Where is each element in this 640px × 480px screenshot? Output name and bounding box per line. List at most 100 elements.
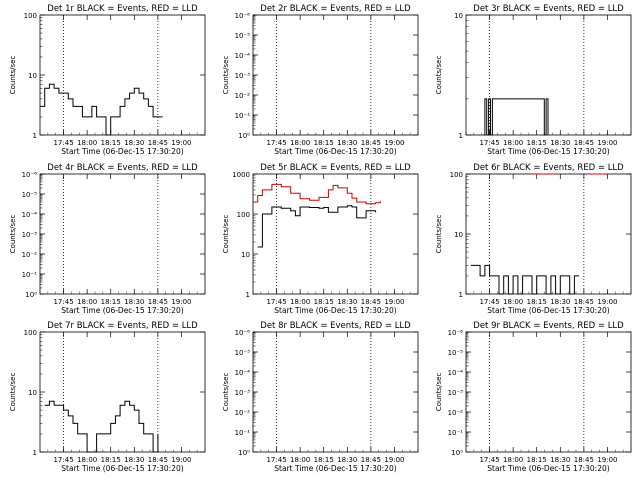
- x-tick-label: 18:45: [574, 456, 594, 464]
- x-tick-label: 18:15: [314, 298, 334, 306]
- detector-panel-5: Det 5r BLACK = Events, RED = LLD Counts/s…: [222, 163, 419, 315]
- y-tick-label: 10: [454, 12, 463, 20]
- y-tick-label: 10⁻⁶: [448, 329, 464, 337]
- x-tick-label: 18:45: [574, 298, 594, 306]
- x-axis-label: Start Time (06-Dec-15 17:30:20): [274, 464, 396, 473]
- x-tick-label: 19:00: [384, 298, 404, 306]
- y-tick-label: 10⁻⁴: [235, 52, 251, 60]
- plot-frame: [39, 173, 206, 295]
- panel-title: Det 1r BLACK = Events, RED = LLD: [47, 4, 198, 14]
- y-tick-label: 10⁻⁵: [448, 349, 464, 357]
- y-axis-label: Counts/sec: [222, 215, 230, 254]
- detector-panel-3: Det 3r BLACK = Events, RED = LLD Counts/s…: [435, 4, 632, 156]
- y-tick-label: 100: [24, 329, 37, 337]
- x-tick-label: 19:00: [597, 298, 617, 306]
- x-tick-label: 18:00: [503, 298, 523, 306]
- series-line-1: [483, 98, 549, 136]
- y-tick-label: 10⁻¹: [22, 271, 38, 279]
- y-tick-label: 1: [33, 449, 37, 457]
- panel-title: Det 2r BLACK = Events, RED = LLD: [260, 4, 411, 14]
- y-tick-label: 10⁻²: [235, 409, 251, 417]
- x-tick-label: 17:45: [479, 456, 499, 464]
- y-tick-label: 100: [237, 211, 250, 219]
- y-tick-label: 1000: [232, 171, 250, 179]
- x-tick-label: 17:45: [53, 139, 73, 147]
- y-tick-label: 10⁻⁴: [448, 369, 464, 377]
- x-axis-label: Start Time (06-Dec-15 17:30:20): [274, 306, 396, 315]
- x-axis-label: Start Time (06-Dec-15 17:30:20): [274, 147, 396, 156]
- x-tick-label: 18:30: [337, 456, 357, 464]
- x-tick-label: 18:30: [124, 298, 144, 306]
- x-tick-label: 18:00: [77, 139, 97, 147]
- y-axis-label: Counts/sec: [435, 56, 443, 95]
- x-tick-label: 18:15: [314, 456, 334, 464]
- x-tick-label: 18:00: [290, 456, 310, 464]
- y-tick-label: 10: [28, 72, 37, 80]
- plot-frame: [39, 14, 206, 136]
- y-tick-label: 10⁻¹: [235, 112, 251, 120]
- y-axis-label: Counts/sec: [9, 373, 17, 412]
- y-tick-label: 10: [454, 231, 463, 239]
- y-tick-label: 10: [28, 389, 37, 397]
- y-tick-label: 10⁻¹: [235, 429, 251, 437]
- plot-frame: [252, 14, 419, 136]
- panel-title: Det 5r BLACK = Events, RED = LLD: [260, 163, 411, 173]
- x-axis-label: Start Time (06-Dec-15 17:30:20): [487, 306, 609, 315]
- y-tick-label: 10⁻¹: [448, 429, 464, 437]
- x-tick-label: 18:30: [550, 139, 570, 147]
- x-tick-label: 18:15: [101, 298, 121, 306]
- x-tick-label: 18:45: [148, 456, 168, 464]
- y-tick-label: 10⁻⁵: [235, 32, 251, 40]
- y-tick-label: 1: [459, 291, 463, 299]
- y-tick-label: 10⁻³: [448, 389, 464, 397]
- x-tick-label: 18:00: [503, 456, 523, 464]
- series-line-1: [257, 205, 377, 248]
- x-tick-label: 18:15: [101, 456, 121, 464]
- x-tick-label: 19:00: [171, 298, 191, 306]
- x-tick-label: 18:45: [361, 298, 381, 306]
- y-tick-label: 10⁰: [238, 132, 250, 140]
- x-axis-label: Start Time (06-Dec-15 17:30:20): [487, 147, 609, 156]
- detector-panel-6: Det 6r BLACK = Events, RED = LLD Counts/s…: [435, 163, 632, 315]
- x-tick-label: 18:00: [503, 139, 523, 147]
- detector-panel-4: Det 4r BLACK = Events, RED = LLD Counts/s…: [9, 163, 206, 315]
- x-tick-label: 18:15: [527, 456, 547, 464]
- x-tick-label: 18:30: [550, 298, 570, 306]
- y-tick-label: 1: [33, 132, 37, 140]
- y-tick-label: 10⁻³: [235, 72, 251, 80]
- series-line-1: [470, 264, 580, 295]
- x-axis-label: Start Time (06-Dec-15 17:30:20): [487, 464, 609, 473]
- x-tick-label: 18:30: [124, 456, 144, 464]
- x-tick-label: 17:45: [53, 456, 73, 464]
- y-tick-label: 10⁻⁵: [235, 349, 251, 357]
- x-tick-label: 19:00: [171, 456, 191, 464]
- y-tick-label: 10⁻⁶: [235, 329, 251, 337]
- y-tick-label: 1: [246, 291, 250, 299]
- x-tick-label: 18:45: [574, 139, 594, 147]
- x-tick-label: 17:45: [479, 298, 499, 306]
- y-tick-label: 10⁻⁶: [22, 171, 38, 179]
- y-tick-label: 10⁻⁴: [22, 211, 38, 219]
- x-tick-label: 17:45: [53, 298, 73, 306]
- series-line-1: [44, 400, 159, 453]
- x-tick-label: 18:00: [77, 298, 97, 306]
- panel-title: Det 6r BLACK = Events, RED = LLD: [473, 163, 624, 173]
- detector-panel-1: Det 1r BLACK = Events, RED = LLD Counts/s…: [9, 4, 206, 156]
- x-tick-label: 19:00: [597, 139, 617, 147]
- y-axis-label: Counts/sec: [222, 56, 230, 95]
- x-tick-label: 17:45: [479, 139, 499, 147]
- x-tick-label: 18:30: [124, 139, 144, 147]
- x-tick-label: 18:45: [361, 456, 381, 464]
- panel-title: Det 4r BLACK = Events, RED = LLD: [47, 163, 198, 173]
- y-tick-label: 10⁻²: [22, 251, 38, 259]
- x-tick-label: 18:15: [527, 298, 547, 306]
- x-axis-label: Start Time (06-Dec-15 17:30:20): [61, 147, 183, 156]
- y-axis-label: Counts/sec: [9, 56, 17, 95]
- panel-title: Det 3r BLACK = Events, RED = LLD: [473, 4, 624, 14]
- y-tick-label: 10⁻²: [448, 409, 464, 417]
- x-axis-label: Start Time (06-Dec-15 17:30:20): [61, 464, 183, 473]
- x-tick-label: 18:15: [527, 139, 547, 147]
- y-tick-label: 10⁻²: [235, 92, 251, 100]
- x-tick-label: 18:00: [290, 139, 310, 147]
